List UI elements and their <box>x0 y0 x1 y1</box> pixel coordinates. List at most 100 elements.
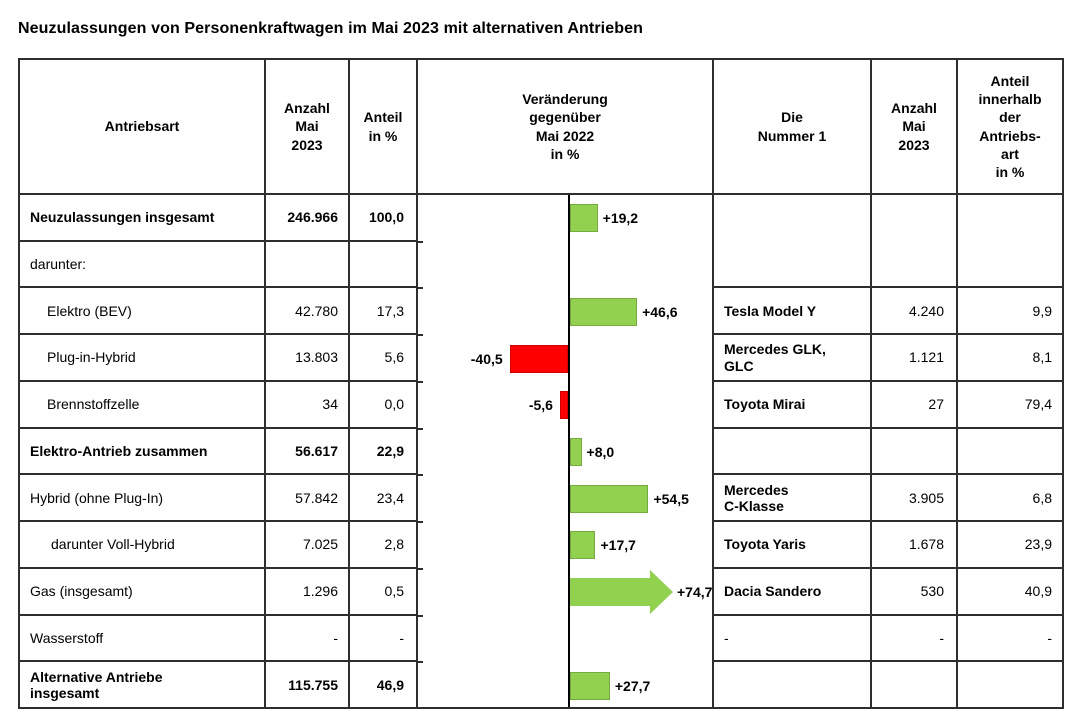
share-cell: - <box>350 615 418 663</box>
model-share-cell: 8,1 <box>958 335 1064 382</box>
model-cell <box>714 195 872 289</box>
model-count-cell <box>872 428 958 476</box>
model-share-cell <box>958 428 1064 476</box>
model-count-cell <box>872 195 958 289</box>
model-cell <box>714 428 872 476</box>
row-label-cell: Plug-in-Hybrid <box>20 335 266 382</box>
page-title: Neuzulassungen von Personenkraftwagen im… <box>18 20 643 37</box>
chart-bar <box>570 484 649 513</box>
model-share-cell: - <box>958 615 1064 663</box>
model-count-cell: 1.121 <box>872 335 958 382</box>
header-anteil-innerhalb: Anteil innerhalb der Antriebs- art in % <box>958 60 1064 195</box>
row-tick <box>418 240 423 243</box>
count-cell: 57.842 <box>266 475 350 523</box>
share-cell: 5,6 <box>350 335 418 382</box>
share-cell: 22,9 <box>350 428 418 476</box>
row-tick <box>418 380 423 383</box>
share-cell: 2,8 <box>350 522 418 569</box>
count-cell <box>266 241 350 289</box>
model-count-cell <box>872 662 958 709</box>
model-count-cell: 3.905 <box>872 475 958 523</box>
chart-bar-label: +74,7 <box>677 584 713 601</box>
model-cell: Toyota Mirai <box>714 381 872 429</box>
count-cell: 34 <box>266 381 350 429</box>
model-share-cell <box>958 662 1064 709</box>
chart-bar-label: +8,0 <box>586 444 615 460</box>
count-cell: - <box>266 615 350 663</box>
share-cell: 0,5 <box>350 568 418 616</box>
chart-bar-label: -5,6 <box>528 397 553 414</box>
count-cell: 246.966 <box>266 195 350 242</box>
model-cell: Mercedes C-Klasse <box>714 475 872 523</box>
model-count-cell: 27 <box>872 381 958 429</box>
row-tick <box>418 427 423 430</box>
chart-bar-label: +27,7 <box>614 677 651 694</box>
chart-bar <box>570 297 638 326</box>
model-cell: - <box>714 615 872 663</box>
chart-bar-label: +46,6 <box>642 303 678 320</box>
share-cell <box>350 241 418 289</box>
model-share-cell: 9,9 <box>958 288 1064 336</box>
model-cell: Mercedes GLK, GLC <box>714 335 872 382</box>
chart-bar <box>570 204 598 233</box>
registrations-table: Antriebsart Anzahl Mai 2023 Anteil in % … <box>18 58 1064 709</box>
row-label-cell: Brennstoffzelle <box>20 381 266 429</box>
chart-bar <box>559 391 568 420</box>
header-anzahl-mai-2023-modell: Anzahl Mai 2023 <box>872 60 958 195</box>
share-cell: 100,0 <box>350 195 418 242</box>
row-tick <box>418 661 423 664</box>
count-cell: 13.803 <box>266 335 350 382</box>
share-cell: 46,9 <box>350 662 418 709</box>
model-count-cell: 1.678 <box>872 522 958 569</box>
header-anteil-prozent: Anteil in % <box>350 60 418 195</box>
header-anzahl-mai-2023: Anzahl Mai 2023 <box>266 60 350 195</box>
model-count-cell: 530 <box>872 568 958 616</box>
chart-bar-label: +54,5 <box>653 490 689 507</box>
model-share-cell: 79,4 <box>958 381 1064 429</box>
count-cell: 56.617 <box>266 428 350 476</box>
model-count-cell: - <box>872 615 958 663</box>
share-cell: 0,0 <box>350 381 418 429</box>
row-tick <box>418 474 423 477</box>
model-cell: Tesla Model Y <box>714 288 872 336</box>
model-count-cell: 4.240 <box>872 288 958 336</box>
row-tick <box>418 334 423 337</box>
change-chart: +19,2 +46,6 -40,5 -5,6 +8,0 +54,5 +17,7 +74,7 +2… <box>418 195 714 709</box>
row-label-cell: Neuzulassungen insgesamt <box>20 195 266 242</box>
row-tick <box>418 521 423 524</box>
chart-bar-label: -40,5 <box>470 350 503 367</box>
count-cell: 42.780 <box>266 288 350 336</box>
model-share-cell: 6,8 <box>958 475 1064 523</box>
row-tick <box>418 614 423 617</box>
share-cell: 17,3 <box>350 288 418 336</box>
header-veraenderung: Veränderung gegenüber Mai 2022 in % <box>418 60 714 195</box>
chart-bar <box>570 438 582 466</box>
model-share-cell: 40,9 <box>958 568 1064 616</box>
row-tick <box>418 567 423 570</box>
share-cell: 23,4 <box>350 475 418 523</box>
chart-arrow-bar <box>570 570 673 615</box>
row-label-cell: Alternative Antriebe insgesamt <box>20 662 266 709</box>
chart-bar-label: +17,7 <box>600 537 636 554</box>
chart-bar <box>570 671 610 700</box>
header-die-nummer-1: Die Nummer 1 <box>714 60 872 195</box>
model-cell <box>714 662 872 709</box>
chart-bar <box>509 344 568 373</box>
count-cell: 115.755 <box>266 662 350 709</box>
count-cell: 1.296 <box>266 568 350 616</box>
chart-zero-axis <box>568 195 570 707</box>
model-cell: Dacia Sandero <box>714 568 872 616</box>
model-share-cell: 23,9 <box>958 522 1064 569</box>
model-share-cell <box>958 195 1064 289</box>
row-label-cell: Wasserstoff <box>20 615 266 663</box>
row-label-cell: darunter: <box>20 241 266 289</box>
chart-bar-label: +19,2 <box>602 210 639 227</box>
row-label-cell: darunter Voll-Hybrid <box>20 522 266 569</box>
model-cell: Toyota Yaris <box>714 522 872 569</box>
row-label-cell: Gas (insgesamt) <box>20 568 266 616</box>
row-label-cell: Hybrid (ohne Plug-In) <box>20 475 266 523</box>
row-label-cell: Elektro (BEV) <box>20 288 266 336</box>
row-label-cell: Elektro-Antrieb zusammen <box>20 428 266 476</box>
count-cell: 7.025 <box>266 522 350 569</box>
